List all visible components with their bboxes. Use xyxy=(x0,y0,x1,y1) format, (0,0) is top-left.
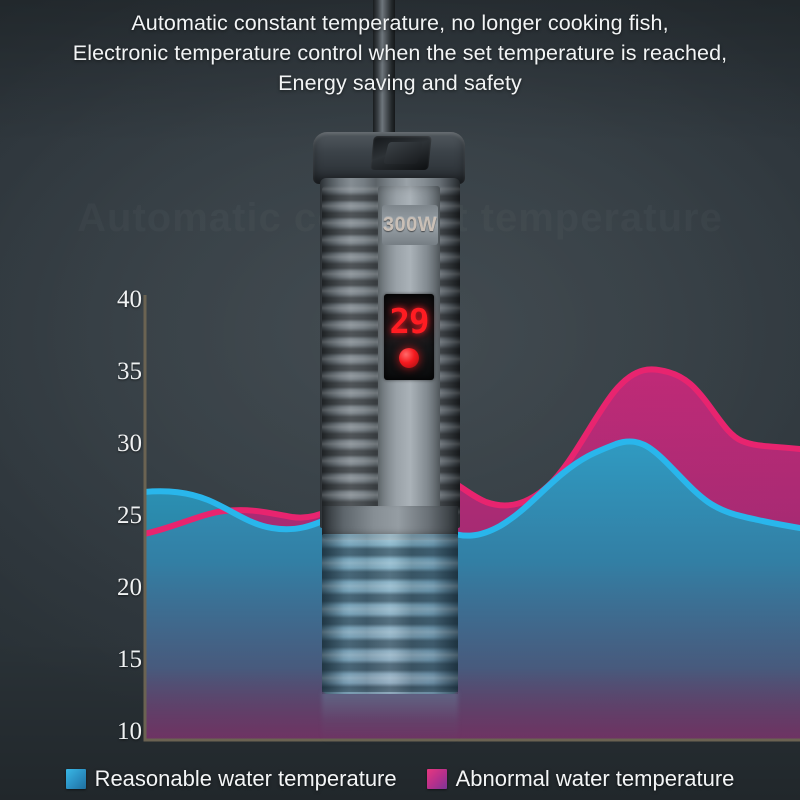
y-tick-20: 20 xyxy=(117,574,142,601)
chart-series-group xyxy=(144,366,800,740)
y-tick-15: 15 xyxy=(117,646,142,673)
y-tick-35: 35 xyxy=(117,358,142,385)
y-tick-30: 30 xyxy=(117,430,142,457)
headline-line-3: Energy saving and safety xyxy=(278,71,522,95)
legend-label-abnormal: Abnormal water temperature xyxy=(455,766,735,791)
legend-item-reasonable: Reasonable water temperature xyxy=(65,766,397,792)
reasonable-area-fill xyxy=(144,441,800,740)
legend-item-abnormal: Abnormal water temperature xyxy=(426,766,735,792)
headline-line-2: Electronic temperature control when the … xyxy=(72,41,728,65)
legend-swatch-abnormal-icon xyxy=(426,769,447,789)
chart-axis-lines xyxy=(143,295,800,742)
chart-legend: Reasonable water temperature Abnormal wa… xyxy=(0,766,800,792)
headline-line-1: Automatic constant temperature, no longe… xyxy=(131,11,669,35)
legend-swatch-reasonable-icon xyxy=(65,769,86,789)
y-tick-10: 10 xyxy=(117,718,142,745)
y-tick-40: 40 xyxy=(117,286,142,313)
reasonable-temperature-line xyxy=(144,438,800,539)
legend-label-reasonable: Reasonable water temperature xyxy=(94,766,397,791)
y-tick-25: 25 xyxy=(117,502,142,529)
headline: Automatic constant temperature, no longe… xyxy=(0,8,800,98)
abnormal-temperature-line xyxy=(144,366,800,537)
